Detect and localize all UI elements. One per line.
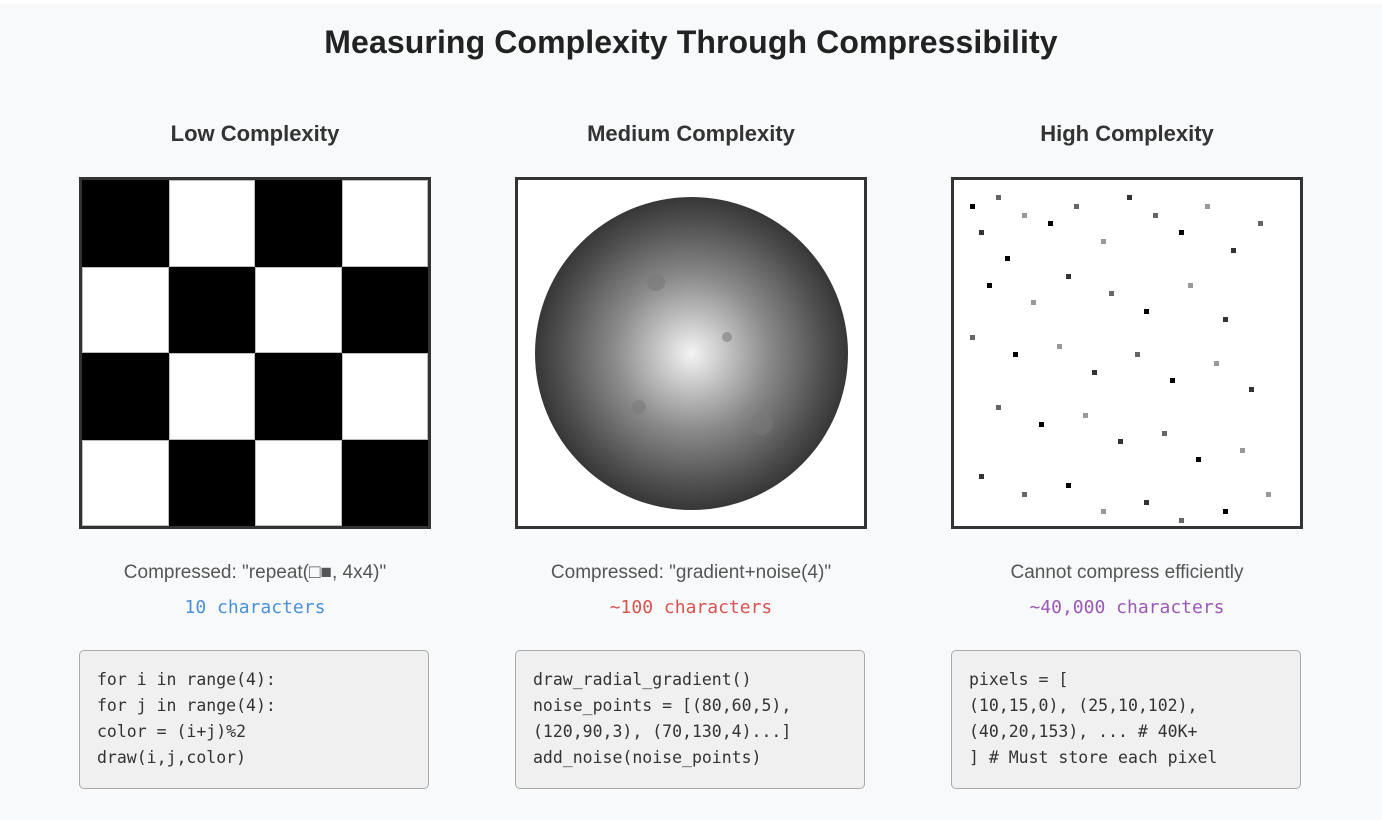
character-count: 10 characters — [184, 597, 326, 618]
code-line: (40,20,153), ... # 40K+ — [969, 722, 1198, 741]
noise-pixel — [1101, 509, 1106, 514]
noise-pixel — [1205, 204, 1210, 209]
column-heading: Medium Complexity — [587, 121, 795, 146]
white-square — [168, 353, 255, 440]
noise-pixel — [1109, 291, 1114, 296]
noise-pixel — [1258, 221, 1263, 226]
noise-pixel — [970, 204, 975, 209]
noise-point — [632, 400, 646, 414]
noise-pixel — [1066, 274, 1071, 279]
noise-pixel — [1074, 204, 1079, 209]
noise-pixel — [1153, 213, 1158, 218]
gradient-sphere — [535, 197, 848, 510]
code-line: (10,15,0), (25,10,102), — [969, 696, 1198, 715]
noise-pixel — [1127, 195, 1132, 200]
noise-pixel — [1179, 230, 1184, 235]
column-heading: Low Complexity — [170, 121, 340, 146]
black-square — [168, 439, 255, 526]
code-line: color = (i+j)%2 — [97, 722, 247, 741]
noise-point — [722, 332, 732, 342]
noise-pixel — [1196, 457, 1201, 462]
black-square — [341, 266, 428, 353]
noise-pixel — [1083, 413, 1088, 418]
noise-pixel — [1101, 239, 1106, 244]
top-strip — [0, 0, 1382, 4]
noise-pixel — [987, 283, 992, 288]
noise-pixel — [1223, 317, 1228, 322]
code-block: draw_radial_gradient() noise_points = [(8… — [515, 650, 865, 789]
noise-pixel — [1188, 283, 1193, 288]
code-block: for i in range(4): for j in range(4): colo… — [79, 650, 429, 789]
white-square — [82, 439, 169, 526]
noise-pixel — [1118, 439, 1123, 444]
noise-pixel — [996, 405, 1001, 410]
noise-pixel — [1066, 483, 1071, 488]
random-pixels-panel — [951, 177, 1303, 529]
black-square — [82, 180, 169, 267]
code-line: draw(i,j,color) — [97, 748, 247, 767]
black-square — [255, 180, 342, 267]
black-square — [82, 353, 169, 440]
code-line: draw_radial_gradient() — [533, 670, 752, 689]
noise-pixel — [1223, 509, 1228, 514]
column-heading: High Complexity — [1040, 121, 1214, 146]
noise-pixel — [970, 335, 975, 340]
code-line: add_noise(noise_points) — [533, 748, 762, 767]
black-square — [341, 439, 428, 526]
page-title: Measuring Complexity Through Compressibi… — [324, 24, 1058, 60]
code-line: pixels = [ — [969, 670, 1069, 689]
noise-pixel — [1144, 500, 1149, 505]
code-line: noise_points = [(80,60,5), — [533, 696, 792, 715]
noise-pixel — [1135, 352, 1140, 357]
white-square — [168, 180, 255, 267]
noise-pixel — [1231, 248, 1236, 253]
noise-pixel — [1031, 300, 1036, 305]
character-count: ~40,000 characters — [1029, 597, 1225, 618]
compression-caption: Compressed: "repeat(□■, 4x4)" — [123, 562, 387, 583]
noise-pixel — [1179, 518, 1184, 523]
noise-pixel — [1249, 387, 1254, 392]
code-line: for j in range(4): — [97, 696, 276, 715]
noise-pixel — [996, 195, 1001, 200]
black-square — [168, 266, 255, 353]
black-square — [255, 353, 342, 440]
noise-pixel — [979, 230, 984, 235]
code-block: pixels = [ (10,15,0), (25,10,102), (40,20,… — [951, 650, 1301, 789]
noise-point — [751, 413, 773, 435]
noise-pixel — [1022, 213, 1027, 218]
noise-pixel — [1057, 344, 1062, 349]
noise-pixel — [1162, 431, 1167, 436]
white-square — [82, 266, 169, 353]
white-square — [341, 353, 428, 440]
white-square — [255, 266, 342, 353]
noise-pixel — [1048, 221, 1053, 226]
compression-caption: Compressed: "gradient+noise(4)" — [550, 562, 832, 583]
noise-pixel — [979, 474, 984, 479]
noise-pixel — [1240, 448, 1245, 453]
checkerboard-panel — [79, 177, 431, 529]
noise-pixel — [1039, 422, 1044, 427]
compression-caption: Cannot compress efficiently — [1010, 562, 1244, 583]
noise-point — [647, 273, 665, 291]
code-line: (120,90,3), (70,130,4)...] — [533, 722, 792, 741]
noise-pixel — [1214, 361, 1219, 366]
code-line: ] # Must store each pixel — [969, 748, 1218, 767]
noise-pixel — [1092, 370, 1097, 375]
noise-pixel — [1005, 256, 1010, 261]
noise-pixel — [1144, 309, 1149, 314]
white-square — [341, 180, 428, 267]
gradient-panel — [515, 177, 867, 529]
checkerboard — [82, 180, 428, 526]
white-square — [255, 439, 342, 526]
code-line: for i in range(4): — [97, 670, 276, 689]
noise-pixel — [1022, 492, 1027, 497]
noise-pixel — [1266, 492, 1271, 497]
character-count: ~100 characters — [609, 597, 773, 618]
noise-pixel — [1170, 378, 1175, 383]
noise-pixel — [1013, 352, 1018, 357]
